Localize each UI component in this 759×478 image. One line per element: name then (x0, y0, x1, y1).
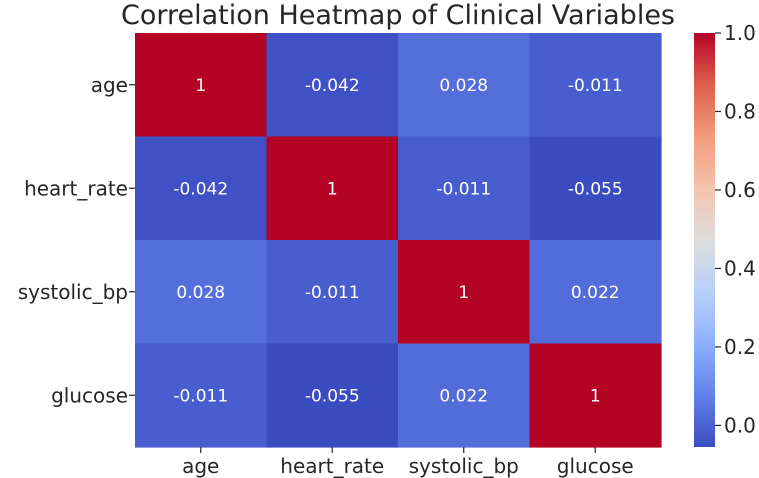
heatmap-cell-heart_rate-heart_rate (266, 136, 399, 241)
heatmap-cell-systolic_bp-age (135, 240, 268, 345)
x-tick-label: systolic_bp (409, 454, 519, 478)
cell-value-label: 1 (458, 283, 469, 303)
heatmap-cell-glucose-systolic_bp (398, 343, 531, 448)
colorbar-tick-label: 0.2 (724, 335, 756, 359)
cell-value-label: -0.011 (173, 386, 228, 406)
colorbar-tick-label: 0.0 (724, 413, 756, 437)
cell-value-label: 0.022 (439, 386, 488, 406)
y-tick-label: heart_rate (24, 176, 128, 200)
heatmap-cell-age-systolic_bp (398, 33, 531, 138)
heatmap-cell-age-glucose (529, 33, 662, 138)
heatmap-cell-heart_rate-age (135, 136, 268, 241)
heatmap-cell-systolic_bp-glucose (529, 240, 662, 345)
cell-value-label: 1 (195, 76, 206, 96)
heatmap-cell-heart_rate-glucose (529, 136, 662, 241)
colorbar-gradient (694, 33, 715, 447)
cell-value-label: 0.028 (176, 283, 225, 303)
colorbar: 0.0 0.2 0.4 0.6 0.8 1.0 (694, 21, 756, 447)
y-tick-label: age (91, 73, 128, 97)
y-tick-label: systolic_bp (18, 280, 128, 304)
heatmap-cell-age-age (135, 33, 268, 138)
heatmap-cell-heart_rate-systolic_bp (398, 136, 531, 241)
cell-value-label: -0.011 (568, 76, 623, 96)
heatmap-cell-systolic_bp-systolic_bp (398, 240, 531, 345)
cell-value-label: 1 (327, 179, 338, 199)
heatmap-cell-labels: 1 -0.042 0.028 -0.011 -0.042 1 -0.011 -0.055 0.0… (173, 76, 622, 407)
cell-value-label: -0.055 (568, 179, 623, 199)
heatmap-cell-glucose-heart_rate (266, 343, 399, 448)
heatmap-cell-systolic_bp-heart_rate (266, 240, 399, 345)
cell-value-label: -0.042 (305, 76, 360, 96)
cell-value-label: -0.011 (305, 283, 360, 303)
heatmap-cell-glucose-glucose (529, 343, 662, 448)
cell-value-label: -0.011 (436, 179, 491, 199)
x-tick-label: age (182, 454, 219, 478)
cell-value-label: -0.042 (173, 179, 228, 199)
heatmap-cell-age-heart_rate (266, 33, 399, 138)
chart-title: Correlation Heatmap of Clinical Variable… (121, 0, 675, 31)
heatmap-cell-glucose-age (135, 343, 268, 448)
heatmap-cells (135, 33, 662, 448)
x-axis: age heart_rate systolic_bp glucose (182, 447, 634, 478)
y-tick-label: glucose (51, 383, 128, 407)
colorbar-tick-label: 0.4 (724, 256, 756, 280)
colorbar-tick-label: 0.8 (724, 99, 756, 123)
colorbar-tick-label: 0.6 (724, 178, 756, 202)
x-tick-label: glucose (557, 454, 634, 478)
cell-value-label: 0.028 (439, 76, 488, 96)
x-tick-label: heart_rate (280, 454, 384, 478)
cell-value-label: 0.022 (571, 283, 620, 303)
colorbar-tick-label: 1.0 (724, 21, 756, 45)
cell-value-label: -0.055 (305, 386, 360, 406)
cell-value-label: 1 (590, 386, 601, 406)
